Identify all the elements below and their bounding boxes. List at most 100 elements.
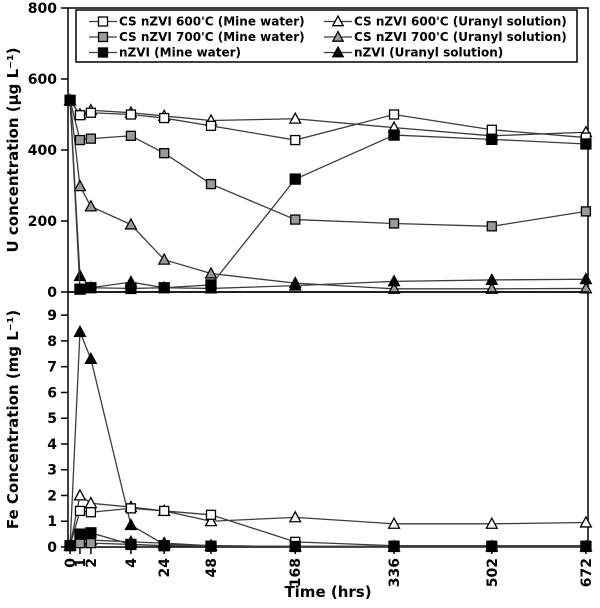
cs-nzvi-600c-mine-water-marker xyxy=(205,509,217,520)
nzvi-mine-water-marker xyxy=(486,133,498,146)
nzvi-mine-water-marker xyxy=(289,173,301,185)
x-tick-label: 336 xyxy=(387,558,403,587)
cs-nzvi-700c-mine-water-marker xyxy=(125,130,137,141)
legend-cs-nzvi-600c-mine-water-marker xyxy=(97,16,109,27)
cs-nzvi-600c-mine-water-marker xyxy=(85,507,97,518)
x-tick-label: 48 xyxy=(204,558,220,577)
cs-nzvi-700c-mine-water-marker xyxy=(85,537,97,549)
x-tick-label: 4 xyxy=(124,558,140,568)
nzvi-uranyl-solution-marker xyxy=(485,272,499,285)
cs-nzvi-600c-mine-water-marker xyxy=(74,110,86,121)
cs-nzvi-600c-uranyl-solution-marker xyxy=(288,510,302,523)
cs-nzvi-600c-uranyl-solution-marker xyxy=(387,516,401,529)
cs-nzvi-700c-uranyl-solution-marker xyxy=(485,281,499,294)
legend-label: nZVI (Mine water) xyxy=(119,46,241,60)
y-tick-label: 400 xyxy=(28,143,57,159)
y-tick-label: 0 xyxy=(47,285,57,301)
cs-nzvi-600c-mine-water-marker xyxy=(159,505,170,517)
legend-label: CS nZVI 600'C (Uranyl solution) xyxy=(354,15,567,29)
legend-box xyxy=(75,9,578,63)
cs-nzvi-600c-uranyl-solution-marker xyxy=(73,488,87,501)
x-axis-title: Time (hrs) xyxy=(284,583,371,601)
cs-nzvi-600c-mine-water-marker xyxy=(205,120,217,132)
legend-entry-nzvi-mine-water: nZVI (Mine water) xyxy=(89,46,241,60)
cs-nzvi-700c-uranyl-solution-marker xyxy=(204,266,218,279)
legend-cs-nzvi-700c-mine-water-marker xyxy=(97,31,109,43)
nzvi-uranyl-solution-marker xyxy=(387,274,401,287)
y-tick-label: 4 xyxy=(47,437,57,453)
nzvi-mine-water-marker xyxy=(125,282,137,295)
y-tick-label: 200 xyxy=(28,214,57,230)
legend-label: CS nZVI 700'C (Uranyl solution) xyxy=(354,30,567,44)
cs-nzvi-600c-mine-water-marker xyxy=(486,124,497,135)
legend-nzvi-uranyl-solution-marker xyxy=(331,45,345,58)
nzvi-mine-water-marker xyxy=(158,282,170,294)
cs-nzvi-600c-mine-water-marker xyxy=(85,107,97,118)
series-line xyxy=(69,99,586,141)
x-tick-label: 168 xyxy=(288,558,304,587)
cs-nzvi-600c-uranyl-solution-marker xyxy=(288,111,302,124)
nzvi-uranyl-solution-marker xyxy=(124,518,138,531)
cs-nzvi-600c-mine-water-marker xyxy=(388,109,400,120)
y-tick-label: 800 xyxy=(28,1,57,17)
u-panel-y-axis-title: U concentration (µg L⁻¹) xyxy=(4,48,22,253)
series-cs-nzvi-600c-mine-water-u-panel xyxy=(64,95,592,146)
series-line xyxy=(69,100,586,290)
y-tick-label: 1 xyxy=(47,514,57,530)
legend-entry-cs-nzvi-600c-uranyl-solution: CS nZVI 600'C (Uranyl solution) xyxy=(324,15,567,29)
cs-nzvi-600c-mine-water-marker xyxy=(74,505,86,517)
x-tick-label: 672 xyxy=(579,558,595,587)
y-tick-label: 9 xyxy=(47,308,57,324)
x-tick-label: 1 xyxy=(73,558,89,568)
cs-nzvi-700c-mine-water-marker xyxy=(486,221,497,232)
legend-label: CS nZVI 700'C (Mine water) xyxy=(119,30,305,44)
cs-nzvi-600c-uranyl-solution-marker xyxy=(485,516,499,529)
y-tick-label: 8 xyxy=(47,334,57,350)
legend-entry-cs-nzvi-700c-mine-water: CS nZVI 700'C (Mine water) xyxy=(89,30,305,44)
series-nzvi-mine-water-u-panel xyxy=(64,94,592,295)
fe-panel-y-axis-title: Fe Concentration (mg L⁻¹) xyxy=(4,310,22,529)
cs-nzvi-700c-mine-water-marker xyxy=(74,134,86,146)
cs-nzvi-700c-mine-water-marker xyxy=(205,178,217,190)
nzvi-mine-water-marker xyxy=(388,129,400,141)
x-tick-label: 502 xyxy=(485,558,501,587)
y-tick-label: 5 xyxy=(47,411,57,427)
legend: CS nZVI 600'C (Mine water)CS nZVI 700'C … xyxy=(75,9,578,63)
nzvi-uranyl-solution-marker xyxy=(73,324,87,337)
y-tick-label: 600 xyxy=(28,72,57,88)
series-line xyxy=(69,507,586,547)
legend-entry-cs-nzvi-600c-mine-water: CS nZVI 600'C (Mine water) xyxy=(89,15,305,29)
cs-nzvi-700c-mine-water-marker xyxy=(580,206,592,217)
nzvi-mine-water-marker xyxy=(64,94,76,106)
y-tick-label: 3 xyxy=(47,463,57,479)
cs-nzvi-600c-mine-water-marker xyxy=(125,503,137,514)
cs-nzvi-700c-uranyl-solution-marker xyxy=(157,252,171,265)
legend-cs-nzvi-600c-uranyl-solution-marker xyxy=(331,14,345,27)
nzvi-mine-water-marker xyxy=(74,528,86,540)
x-tick-label: 2 xyxy=(84,558,100,568)
cs-nzvi-700c-mine-water-marker xyxy=(85,133,97,144)
series-line xyxy=(69,99,586,137)
legend-entry-cs-nzvi-700c-uranyl-solution: CS nZVI 700'C (Uranyl solution) xyxy=(324,30,567,44)
nzvi-mine-water-marker xyxy=(85,527,97,539)
cs-nzvi-600c-uranyl-solution-marker xyxy=(204,514,218,527)
cs-nzvi-700c-mine-water-marker xyxy=(159,148,170,159)
legend-entry-nzvi-uranyl-solution: nZVI (Uranyl solution) xyxy=(324,46,503,60)
cs-nzvi-700c-mine-water-marker xyxy=(388,218,400,229)
legend-label: CS nZVI 600'C (Mine water) xyxy=(119,15,305,29)
fe-panel: 0 1 2 3 4 5 6 7 8 9 Fe Concentration (mg L⁻¹) xyxy=(4,291,589,556)
legend-nzvi-mine-water-marker xyxy=(97,47,109,58)
nzvi-mine-water-marker xyxy=(580,138,592,150)
series-line xyxy=(69,100,587,227)
cs-nzvi-700c-mine-water-marker xyxy=(290,214,301,225)
y-tick-label: 7 xyxy=(47,360,57,376)
y-tick-label: 6 xyxy=(47,385,57,401)
cs-nzvi-700c-uranyl-solution-marker xyxy=(387,281,401,294)
nzvi-mine-water-marker xyxy=(205,279,217,291)
cs-nzvi-700c-uranyl-solution-marker xyxy=(84,199,98,212)
y-tick-label: 2 xyxy=(47,488,57,504)
